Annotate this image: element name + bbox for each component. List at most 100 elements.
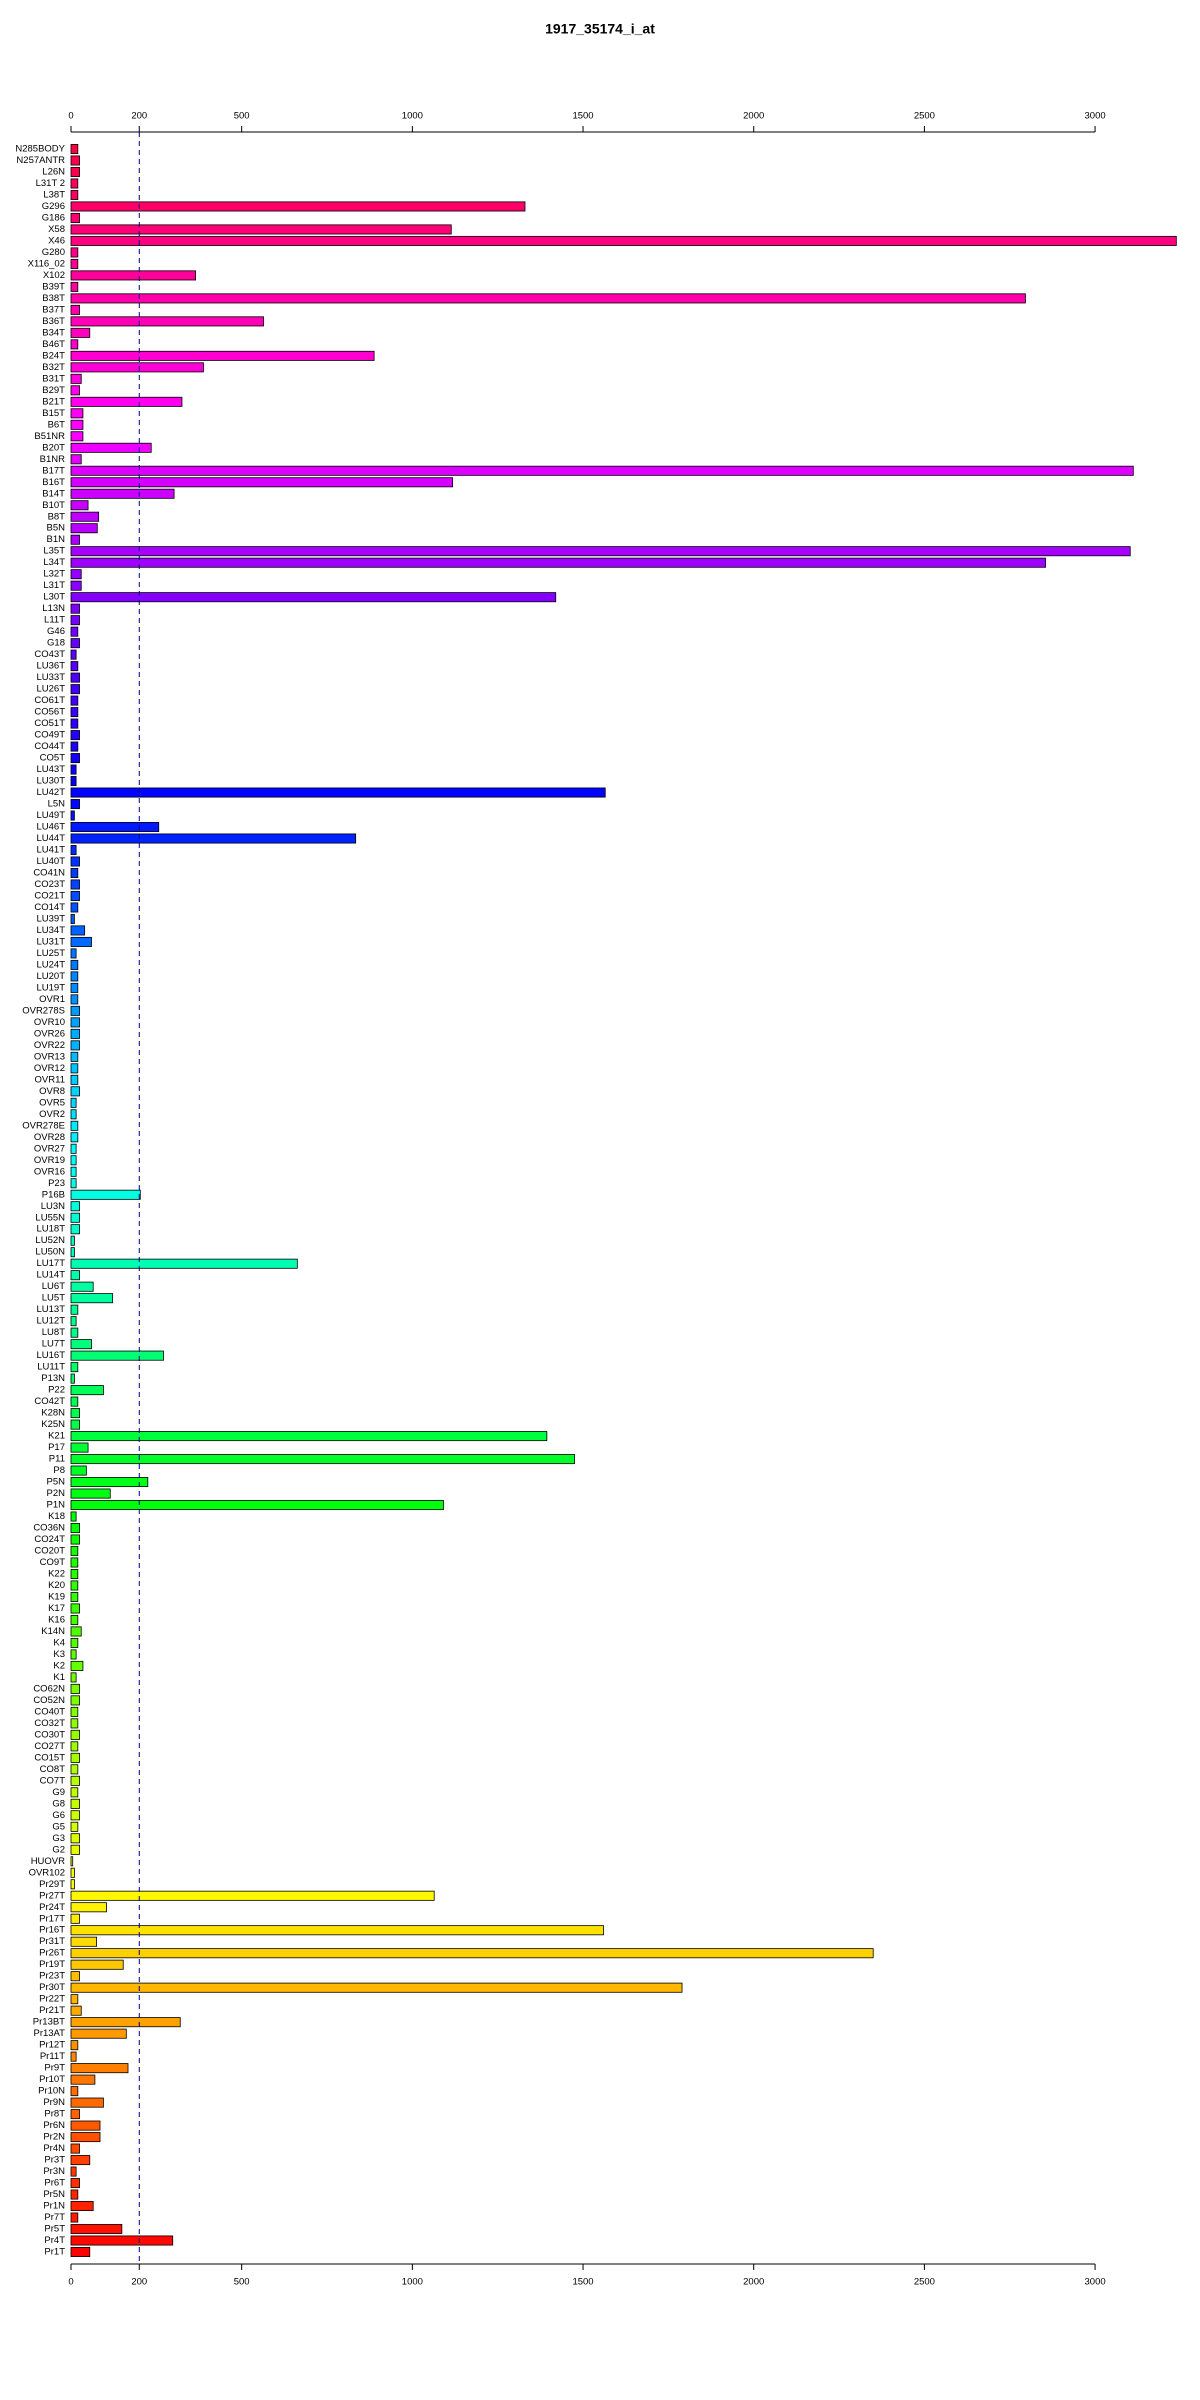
bar <box>70 2005 82 2016</box>
y-tick-label: OVR102 <box>29 1867 65 1878</box>
bar <box>70 304 80 315</box>
y-tick-label: B15T <box>42 408 65 419</box>
bar <box>70 982 79 993</box>
bar <box>70 1890 435 1901</box>
y-tick-label: G6 <box>52 1810 65 1821</box>
x-tick-label: 500 <box>234 111 250 122</box>
y-tick-label: LU19T <box>36 982 65 993</box>
y-tick-label: LU8T <box>42 1327 65 1338</box>
y-tick-label: X102 <box>43 270 65 281</box>
bar <box>70 1729 80 1740</box>
y-tick-label: LU44T <box>36 833 65 844</box>
bar <box>70 1316 77 1327</box>
bar <box>70 2028 127 2039</box>
y-tick-label: G18 <box>47 638 65 649</box>
y-tick-label: K22 <box>48 1568 65 1579</box>
y-tick-label: Pr17T <box>39 1913 65 1924</box>
bar <box>70 339 79 350</box>
y-tick-label: Pr29T <box>39 1879 65 1890</box>
y-tick-label: K2 <box>53 1660 65 1671</box>
y-tick-label: B38T <box>42 293 65 304</box>
x-tick-label: 0 <box>68 111 73 122</box>
y-tick-label: HUOVR <box>31 1856 65 1867</box>
bar <box>70 1626 82 1637</box>
bar <box>70 442 152 453</box>
y-tick-label: OVR16 <box>34 1166 65 1177</box>
y-tick-label: OVR278E <box>22 1120 65 1131</box>
y-tick-label: Pr1N <box>43 2201 65 2212</box>
bar <box>70 959 79 970</box>
bar <box>70 753 80 764</box>
bar <box>70 822 160 833</box>
y-tick-label: N285BODY <box>15 144 65 155</box>
y-tick-label: P17 <box>48 1442 65 1453</box>
y-tick-label: Pr3T <box>44 2155 65 2166</box>
y-tick-label: P23 <box>48 1178 65 1189</box>
y-tick-label: LU16T <box>36 1350 65 1361</box>
x-tick-label: 500 <box>234 2277 250 2288</box>
bar <box>70 1591 79 1602</box>
bar <box>70 500 89 511</box>
bar <box>70 1178 77 1189</box>
bar <box>70 2155 91 2166</box>
y-tick-label: Pr4T <box>44 2235 65 2246</box>
y-tick-label: K20 <box>48 1580 65 1591</box>
bar <box>70 1040 80 1051</box>
bar <box>70 684 80 695</box>
y-tick-label: L30T <box>43 592 65 603</box>
y-tick-label: G186 <box>42 212 65 223</box>
bar <box>70 1580 79 1591</box>
bar <box>70 649 77 660</box>
y-tick-label: CO14T <box>34 902 65 913</box>
y-tick-label: K4 <box>53 1637 65 1648</box>
y-tick-label: B29T <box>42 385 65 396</box>
bar <box>70 1327 79 1338</box>
y-tick-label: LU18T <box>36 1224 65 1235</box>
bar <box>70 2074 96 2085</box>
bar <box>70 1086 80 1097</box>
bar <box>70 1568 79 1579</box>
y-tick-label: CO21T <box>34 890 65 901</box>
bar <box>70 1511 77 1522</box>
bar <box>70 925 86 936</box>
y-tick-label: OVR22 <box>34 1040 65 1051</box>
y-tick-label: LU26T <box>36 684 65 695</box>
y-tick-label: OVR13 <box>34 1051 65 1062</box>
y-tick-label: CO20T <box>34 1546 65 1557</box>
y-tick-label: OVR2 <box>39 1109 65 1120</box>
bar <box>70 1005 80 1016</box>
y-tick-label: LU40T <box>36 856 65 867</box>
bar <box>70 465 1134 476</box>
y-tick-label: L13N <box>42 603 65 614</box>
y-tick-label: Pr12T <box>39 2040 65 2051</box>
bar <box>70 350 375 361</box>
bar <box>70 1120 79 1131</box>
bar <box>70 890 80 901</box>
bar <box>70 1660 84 1671</box>
y-tick-label: P22 <box>48 1385 65 1396</box>
y-tick-label: LU6T <box>42 1281 65 1292</box>
bar <box>70 1752 80 1763</box>
bar <box>70 833 357 844</box>
y-tick-label: B10T <box>42 500 65 511</box>
bar <box>70 1419 80 1430</box>
bar <box>70 1247 75 1258</box>
bar <box>70 2247 91 2257</box>
bar <box>70 1982 683 1993</box>
bar <box>70 1810 80 1821</box>
bar <box>70 2063 129 2074</box>
y-tick-label: Pr7T <box>44 2212 65 2223</box>
bar <box>70 2120 101 2131</box>
bar <box>70 1775 80 1786</box>
bar <box>70 373 82 384</box>
y-tick-label: OVR11 <box>35 1074 65 1085</box>
y-tick-label: LU24T <box>36 959 65 970</box>
y-tick-label: Pr4N <box>43 2143 65 2154</box>
bar <box>70 1063 79 1074</box>
x-tick-label: 200 <box>131 111 147 122</box>
y-tick-label: LU3N <box>41 1201 65 1212</box>
y-tick-label: LU36T <box>36 661 65 672</box>
bar <box>70 1959 124 1970</box>
bar <box>70 1212 80 1223</box>
bar <box>70 1695 80 1706</box>
